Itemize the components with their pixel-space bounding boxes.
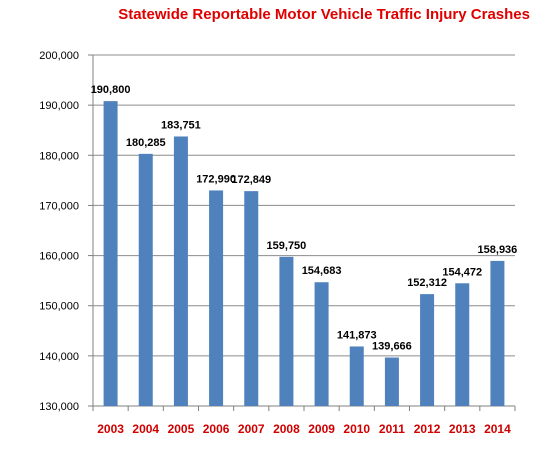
- y-tick-label: 150,000: [39, 301, 79, 313]
- x-tick-label: 2012: [414, 422, 441, 436]
- data-label: 172,990: [196, 173, 236, 185]
- y-tick-label: 170,000: [39, 200, 79, 212]
- data-label: 139,666: [372, 341, 412, 353]
- x-tick-label: 2014: [484, 422, 511, 436]
- data-label: 172,849: [231, 174, 271, 186]
- chart-title: Statewide Reportable Motor Vehicle Traff…: [118, 6, 530, 23]
- bar: [209, 190, 224, 406]
- data-label: 152,312: [407, 277, 447, 289]
- bar: [244, 191, 259, 406]
- bar: [138, 153, 153, 406]
- x-tick-label: 2010: [343, 422, 370, 436]
- data-label: 159,750: [267, 240, 307, 252]
- data-label: 180,285: [126, 137, 166, 149]
- x-tick-label: 2008: [273, 422, 300, 436]
- data-label: 158,936: [478, 244, 518, 256]
- y-tick-label: 190,000: [39, 100, 79, 112]
- y-tick-label: 180,000: [39, 150, 79, 162]
- x-tick-label: 2007: [238, 422, 265, 436]
- data-label: 183,751: [161, 119, 201, 131]
- data-label: 154,683: [302, 265, 342, 277]
- bar: [349, 346, 364, 406]
- y-tick-label: 160,000: [39, 251, 79, 263]
- bar: [103, 101, 118, 406]
- x-tick-label: 2009: [308, 422, 335, 436]
- bar: [490, 260, 505, 406]
- bar: [314, 282, 329, 406]
- x-tick-label: 2013: [449, 422, 476, 436]
- bar: [455, 283, 470, 406]
- bar: [173, 136, 188, 407]
- x-tick-label: 2004: [132, 422, 159, 436]
- bar: [279, 256, 294, 406]
- x-tick-label: 2005: [168, 422, 195, 436]
- y-tick-label: 140,000: [39, 351, 79, 363]
- x-tick-label: 2003: [97, 422, 124, 436]
- bar: [420, 294, 435, 406]
- data-label: 141,873: [337, 329, 377, 341]
- y-tick-label: 130,000: [39, 401, 79, 413]
- bar: [384, 357, 399, 406]
- y-tick-label: 200,000: [39, 50, 79, 62]
- data-label: 154,472: [442, 266, 482, 278]
- data-label: 190,800: [91, 84, 131, 96]
- x-tick-label: 2011: [379, 422, 405, 436]
- x-tick-label: 2006: [203, 422, 230, 436]
